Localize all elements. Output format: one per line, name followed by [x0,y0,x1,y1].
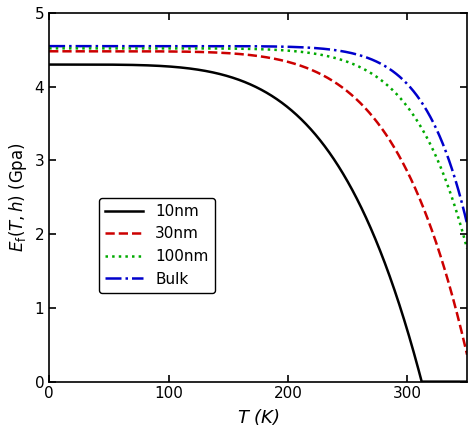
100nm [452,204,457,209]
100nm [249,46,255,52]
Line: Bulk: Bulk [49,46,467,224]
Legend: 10nm, 30nm, 100nm, Bulk: 10nm, 30nm, 100nm, Bulk [99,198,215,293]
30nm [249,53,255,58]
30nm [46,49,52,54]
X-axis label: $T$ (K): $T$ (K) [237,407,280,427]
Line: 100nm: 100nm [49,48,467,249]
10nm [46,62,52,67]
Y-axis label: $E_{\mathrm{f}}(T,h)$ (Gpa): $E_{\mathrm{f}}(T,h)$ (Gpa) [7,142,29,252]
Bulk [238,43,244,49]
10nm [464,379,470,384]
Bulk [452,175,457,180]
30nm [464,352,470,357]
Bulk [375,60,381,65]
100nm [46,46,52,51]
100nm [238,46,244,51]
100nm [375,76,381,81]
10nm [452,379,458,384]
10nm [419,379,425,384]
100nm [464,246,470,251]
30nm [68,49,73,54]
10nm [68,62,73,67]
10nm [375,243,381,249]
Line: 30nm: 30nm [49,51,467,355]
Bulk [68,43,73,49]
30nm [452,302,457,307]
100nm [68,46,73,51]
10nm [249,83,255,88]
10nm [452,379,458,384]
30nm [238,52,244,57]
Line: 10nm: 10nm [49,65,467,381]
10nm [238,78,244,83]
Bulk [464,221,470,226]
30nm [452,303,458,308]
Bulk [249,44,255,49]
Bulk [46,43,52,49]
Bulk [452,176,458,181]
100nm [452,204,458,209]
30nm [375,121,381,126]
